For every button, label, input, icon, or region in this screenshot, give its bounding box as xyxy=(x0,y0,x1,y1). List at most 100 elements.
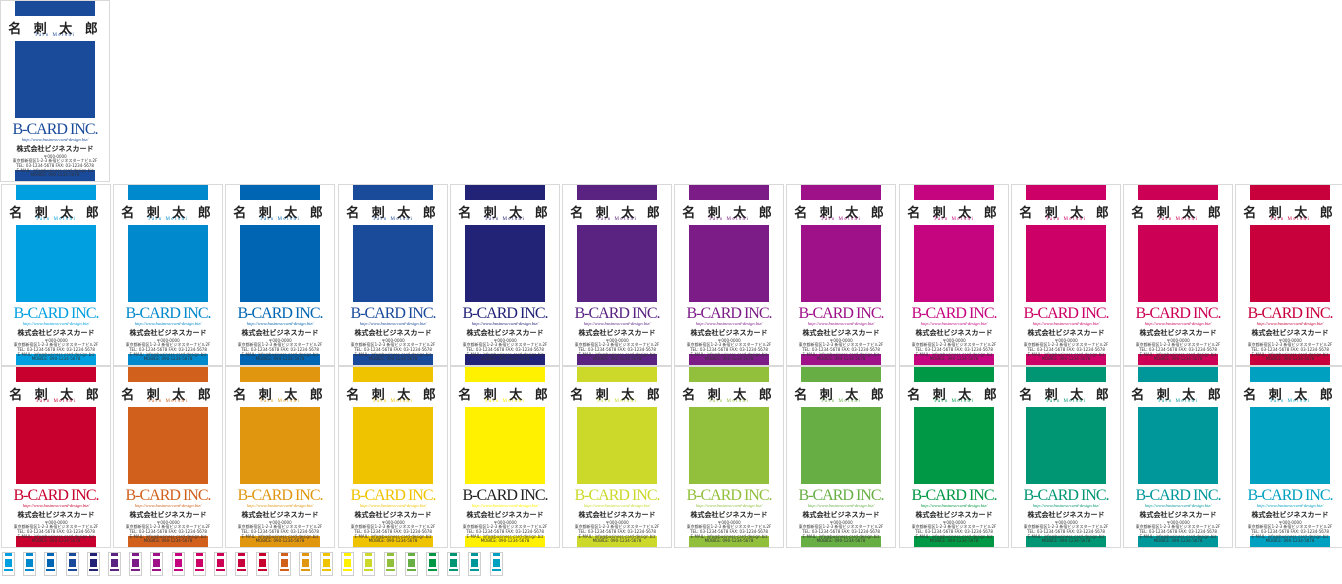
business-card-row2[interactable]: 名 刺 太 郎 Taro Meishi B-CARD INC. http://www.… xyxy=(1123,366,1233,548)
thumb-band xyxy=(217,553,224,556)
contact-info: 〒000-0000 東京都新宿区1-2-3 新宿ビジネスターナビル2F TEL: 0… xyxy=(1124,520,1232,544)
business-card-row2[interactable]: 名 刺 太 郎 Taro Meishi B-CARD INC. http://www.… xyxy=(562,366,672,548)
color-block xyxy=(914,224,994,302)
person-name-romaji: Taro Meishi xyxy=(484,398,526,404)
thumb-block xyxy=(386,559,394,567)
business-card-row2[interactable]: 名 刺 太 郎 Taro Meishi B-CARD INC. http://www.… xyxy=(450,366,560,548)
business-card-row1[interactable]: 名 刺 太 郎 Taro Meishi B-CARD INC. http://www.… xyxy=(786,184,896,366)
color-band-bottom xyxy=(801,536,881,547)
card-thumbnail[interactable] xyxy=(214,552,227,576)
contact-line: E-MAIL: info@business-card-design.biz xyxy=(354,351,432,357)
card-thumbnail[interactable] xyxy=(129,552,143,576)
business-card-row2[interactable]: 名 刺 太 郎 Taro Meishi B-CARD INC. http://www.… xyxy=(786,366,896,548)
card-thumbnail[interactable] xyxy=(277,552,291,576)
company-url: http://www.business-card-design.biz/ xyxy=(246,502,314,508)
business-card-row1[interactable]: 名 刺 太 郎 Taro Meishi B-CARD INC. http://www.… xyxy=(225,184,335,366)
contact-info: 〒000-0000 東京都新宿区1-2-3 新宿ビジネスターナビル2F TEL: 0… xyxy=(451,338,559,362)
color-band-bottom xyxy=(15,170,95,181)
contact-line: MOBILE: 090-1234-5678 xyxy=(255,356,305,362)
card-thumbnail[interactable] xyxy=(171,552,185,576)
company-name: B-CARD INC. xyxy=(237,304,323,322)
business-card-row1[interactable]: 名 刺 太 郎 Taro Meishi B-CARD INC. http://www.… xyxy=(899,184,1009,366)
thumb-band xyxy=(386,553,394,556)
contact-line: TEL: 03-1234-5678 FAX: 03-1234-5678 xyxy=(129,347,207,353)
thumb-block xyxy=(301,559,309,567)
business-card-row2[interactable]: 名 刺 太 郎 Taro Meishi B-CARD INC. http://www.… xyxy=(338,366,448,548)
business-card-row2[interactable]: 名 刺 太 郎 Taro Meishi B-CARD INC. http://www.… xyxy=(113,366,223,548)
company-url: http://www.business-card-design.biz/ xyxy=(1144,502,1212,508)
card-thumbnail[interactable] xyxy=(468,552,482,576)
card-thumbnail[interactable] xyxy=(298,552,312,576)
business-card-row1[interactable]: 名 刺 太 郎 Taro Meishi B-CARD INC. http://www.… xyxy=(1011,184,1121,366)
business-card-row1[interactable]: 名 刺 太 郎 Taro Meishi B-CARD INC. http://www.… xyxy=(1235,184,1342,366)
card-thumbnail[interactable] xyxy=(404,552,418,576)
company-url: http://www.business-card-design.biz/ xyxy=(1032,502,1100,508)
business-card-row1[interactable]: 名 刺 太 郎 Taro Meishi B-CARD INC. http://www.… xyxy=(562,184,672,366)
contact-line: E-MAIL: info@business-card-design.biz xyxy=(129,351,207,357)
contact-line: MOBILE: 090-1234-5678 xyxy=(1153,356,1203,362)
business-card-row2[interactable]: 名 刺 太 郎 Taro Meishi B-CARD INC. http://www.… xyxy=(225,366,335,548)
contact-info: 〒000-0000 東京都新宿区1-2-3 新宿ビジネスターナビル2F TEL: 0… xyxy=(114,337,222,362)
business-card-row2[interactable]: 名 刺 太 郎 Taro Meishi B-CARD INC. http://www.… xyxy=(674,366,784,548)
thumb-logo xyxy=(216,569,225,571)
person-name: 名 刺 太 郎 xyxy=(794,206,888,222)
card-thumbnail[interactable] xyxy=(108,552,121,576)
color-band-bottom xyxy=(240,354,320,365)
company-name-jp: 株式会社ビジネスカード xyxy=(354,511,432,520)
thumb-block xyxy=(26,559,34,567)
business-card-row1[interactable]: 名 刺 太 郎 Taro Meishi B-CARD INC. http://www.… xyxy=(1,184,111,366)
contact-line: E-MAIL: info@business-card-design.biz xyxy=(16,167,94,173)
company-url: http://www.business-card-design.biz/ xyxy=(21,136,89,142)
company-name-jp: 株式会社ビジネスカード xyxy=(1027,329,1105,338)
thumb-block xyxy=(195,559,203,567)
contact-line: TEL: 03-1234-5678 FAX: 03-1234-5678 xyxy=(1251,347,1329,353)
business-card-featured[interactable]: 名 刺 太 郎 Taro Meishi B-CARD INC. http://www.… xyxy=(0,0,110,182)
color-band-bottom xyxy=(577,354,657,365)
contact-line: 〒000-0000 xyxy=(493,519,517,525)
business-card-row2[interactable]: 名 刺 太 郎 Taro Meishi B-CARD INC. http://www.… xyxy=(1011,366,1121,548)
color-block xyxy=(689,406,769,484)
card-thumbnail[interactable] xyxy=(256,552,270,576)
business-card-row1[interactable]: 名 刺 太 郎 Taro Meishi B-CARD INC. http://www.… xyxy=(338,184,448,366)
business-card-row1[interactable]: 名 刺 太 郎 Taro Meishi B-CARD INC. http://www.… xyxy=(674,184,784,366)
card-thumbnail[interactable] xyxy=(341,552,355,576)
contact-line: TEL: 03-1234-5678 FAX: 03-1234-5678 xyxy=(1027,347,1105,353)
business-card-row1[interactable]: 名 刺 太 郎 Taro Meishi B-CARD INC. http://www.… xyxy=(1123,184,1233,366)
company-url: http://www.business-card-design.biz/ xyxy=(695,320,763,326)
person-name-romaji: Taro Meishi xyxy=(1269,216,1311,222)
business-card-row2[interactable]: 名 刺 太 郎 Taro Meishi B-CARD INC. http://www.… xyxy=(1235,366,1342,548)
card-thumbnail[interactable] xyxy=(23,552,37,576)
color-block xyxy=(577,224,657,302)
company-url: http://www.business-card-design.biz/ xyxy=(1256,320,1324,326)
card-thumbnail[interactable] xyxy=(44,552,58,576)
company-name: B-CARD INC. xyxy=(125,304,211,322)
thumb-band xyxy=(344,553,352,556)
contact-line: 〒000-0000 xyxy=(156,337,180,343)
company-url: http://www.business-card-design.biz/ xyxy=(1144,320,1212,326)
thumb-logo xyxy=(322,569,331,571)
card-thumbnail[interactable] xyxy=(150,552,164,576)
person-name-romaji: Taro Meishi xyxy=(1269,398,1311,404)
business-card-row1[interactable]: 名 刺 太 郎 Taro Meishi B-CARD INC. http://www.… xyxy=(113,184,223,366)
card-thumbnail[interactable] xyxy=(192,552,206,576)
card-thumbnail[interactable] xyxy=(2,552,15,576)
card-thumbnail[interactable] xyxy=(65,552,79,576)
thumb-logo xyxy=(25,569,35,571)
card-thumbnail[interactable] xyxy=(86,552,100,576)
business-card-row2[interactable]: 名 刺 太 郎 Taro Meishi B-CARD INC. http://www.… xyxy=(899,366,1009,548)
card-thumbnail[interactable] xyxy=(320,552,333,576)
card-thumbnail[interactable] xyxy=(362,552,376,576)
person-name-romaji: Taro Meishi xyxy=(1157,398,1199,404)
contact-line: E-MAIL: info@business-card-design.biz xyxy=(466,533,544,539)
card-thumbnail[interactable] xyxy=(489,552,503,576)
card-thumbnail[interactable] xyxy=(426,552,439,576)
thumb-band xyxy=(492,553,500,556)
card-thumbnail[interactable] xyxy=(383,552,397,576)
business-card-row1[interactable]: 名 刺 太 郎 Taro Meishi B-CARD INC. http://www.… xyxy=(450,184,560,366)
thumb-band xyxy=(132,553,140,556)
card-thumbnail[interactable] xyxy=(235,552,249,576)
company-url: http://www.business-card-design.biz/ xyxy=(134,502,202,508)
contact-line: MOBILE: 090-1234-5678 xyxy=(480,356,530,362)
card-thumbnail[interactable] xyxy=(447,552,461,576)
business-card-row2[interactable]: 名 刺 太 郎 Taro Meishi B-CARD INC. http://www.… xyxy=(1,366,111,548)
